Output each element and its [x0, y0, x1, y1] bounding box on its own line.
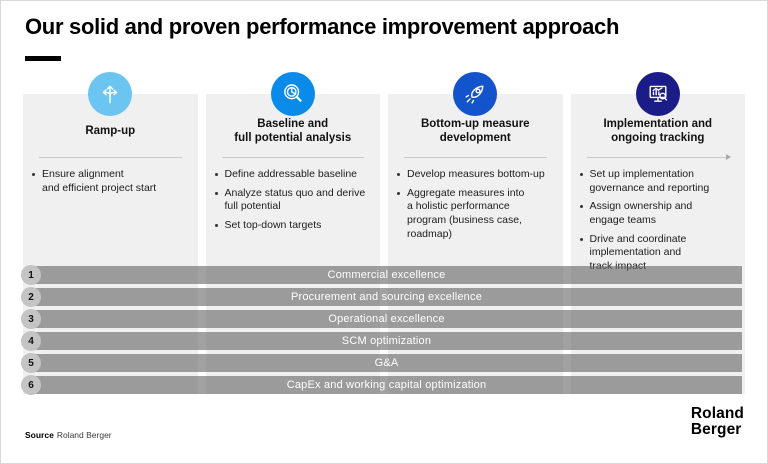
stream-row: 4 SCM optimization	[21, 331, 742, 351]
bullet-dot	[214, 191, 218, 195]
column-divider	[404, 157, 547, 158]
bullet-item: Aggregate measures into a holistic perfo…	[395, 187, 555, 242]
rocket-icon	[453, 72, 498, 116]
bullet-dot	[579, 237, 583, 241]
bullet-item: Set top-down targets	[213, 219, 373, 233]
process-board: Ramp-up Ensure alignment and efficient p…	[21, 72, 746, 395]
stream-number-badge: 1	[21, 265, 41, 285]
bullet-dot	[214, 223, 218, 227]
stream-label: Commercial excellence	[327, 269, 446, 281]
workstreams-section: 1 Commercial excellence 2 Procurement an…	[21, 265, 742, 398]
bullet-list: Develop measures bottom-up Aggregate mea…	[388, 168, 563, 241]
logo-line-1: Roland	[690, 405, 744, 422]
bullet-list: Ensure alignment and efficient project s…	[23, 168, 198, 195]
stream-row: 6 CapEx and working capital optimization	[21, 375, 742, 395]
bullet-item: Set up implementation governance and rep…	[578, 168, 738, 195]
stream-row: 1 Commercial excellence	[21, 265, 742, 285]
bullet-dot	[579, 205, 583, 209]
monitor-tracking-icon	[635, 72, 680, 116]
magnifier-pie-chart-icon	[270, 72, 315, 116]
column-title: Bottom-up measure development	[420, 117, 530, 144]
source-value: Roland Berger	[56, 430, 112, 440]
stream-number-badge: 5	[21, 353, 41, 373]
stream-number-badge: 3	[21, 309, 41, 329]
source-note: Source Roland Berger	[25, 430, 112, 440]
stream-label: SCM optimization	[341, 335, 432, 347]
bullet-item: Develop measures bottom-up	[395, 168, 555, 182]
bullet-list: Define addressable baseline Analyze stat…	[206, 168, 381, 233]
title-underline	[25, 56, 61, 61]
column-divider	[39, 157, 182, 158]
stream-label: Procurement and sourcing excellence	[290, 291, 483, 303]
bullet-list: Set up implementation governance and rep…	[571, 168, 746, 273]
stream-label: CapEx and working capital optimization	[286, 379, 487, 391]
bullet-dot	[397, 191, 400, 195]
fork-arrows-icon	[88, 72, 133, 116]
bullet-dot	[397, 173, 400, 176]
roland-berger-logo: Roland Berger	[690, 405, 744, 439]
bullet-dot	[214, 173, 218, 176]
column-divider	[221, 157, 364, 158]
bullet-dot	[32, 173, 35, 176]
stream-row: 3 Operational excellence	[21, 309, 742, 329]
column-divider-arrow	[586, 154, 731, 160]
stream-label: G&A	[374, 357, 399, 369]
bullet-item: Define addressable baseline	[213, 168, 373, 182]
stream-row: 5 G&A	[21, 353, 742, 373]
source-label: Source	[25, 430, 54, 440]
bullet-dot	[579, 173, 583, 176]
bullet-item: Assign ownership and engage teams	[578, 200, 738, 227]
page-title: Our solid and proven performance improve…	[25, 14, 620, 39]
stream-number-badge: 4	[21, 331, 41, 351]
column-title: Baseline and full potential analysis	[234, 117, 352, 144]
bullet-item: Analyze status quo and derive full poten…	[213, 187, 373, 214]
column-title: Implementation and ongoing tracking	[603, 117, 713, 144]
stream-row: 2 Procurement and sourcing excellence	[21, 287, 742, 307]
bullet-item: Ensure alignment and efficient project s…	[30, 168, 190, 195]
stream-number-badge: 6	[21, 375, 41, 395]
stream-number-badge: 2	[21, 287, 41, 307]
logo-line-2: Berger	[690, 421, 742, 439]
stream-label: Operational excellence	[328, 313, 445, 325]
column-title: Ramp-up	[85, 124, 136, 137]
